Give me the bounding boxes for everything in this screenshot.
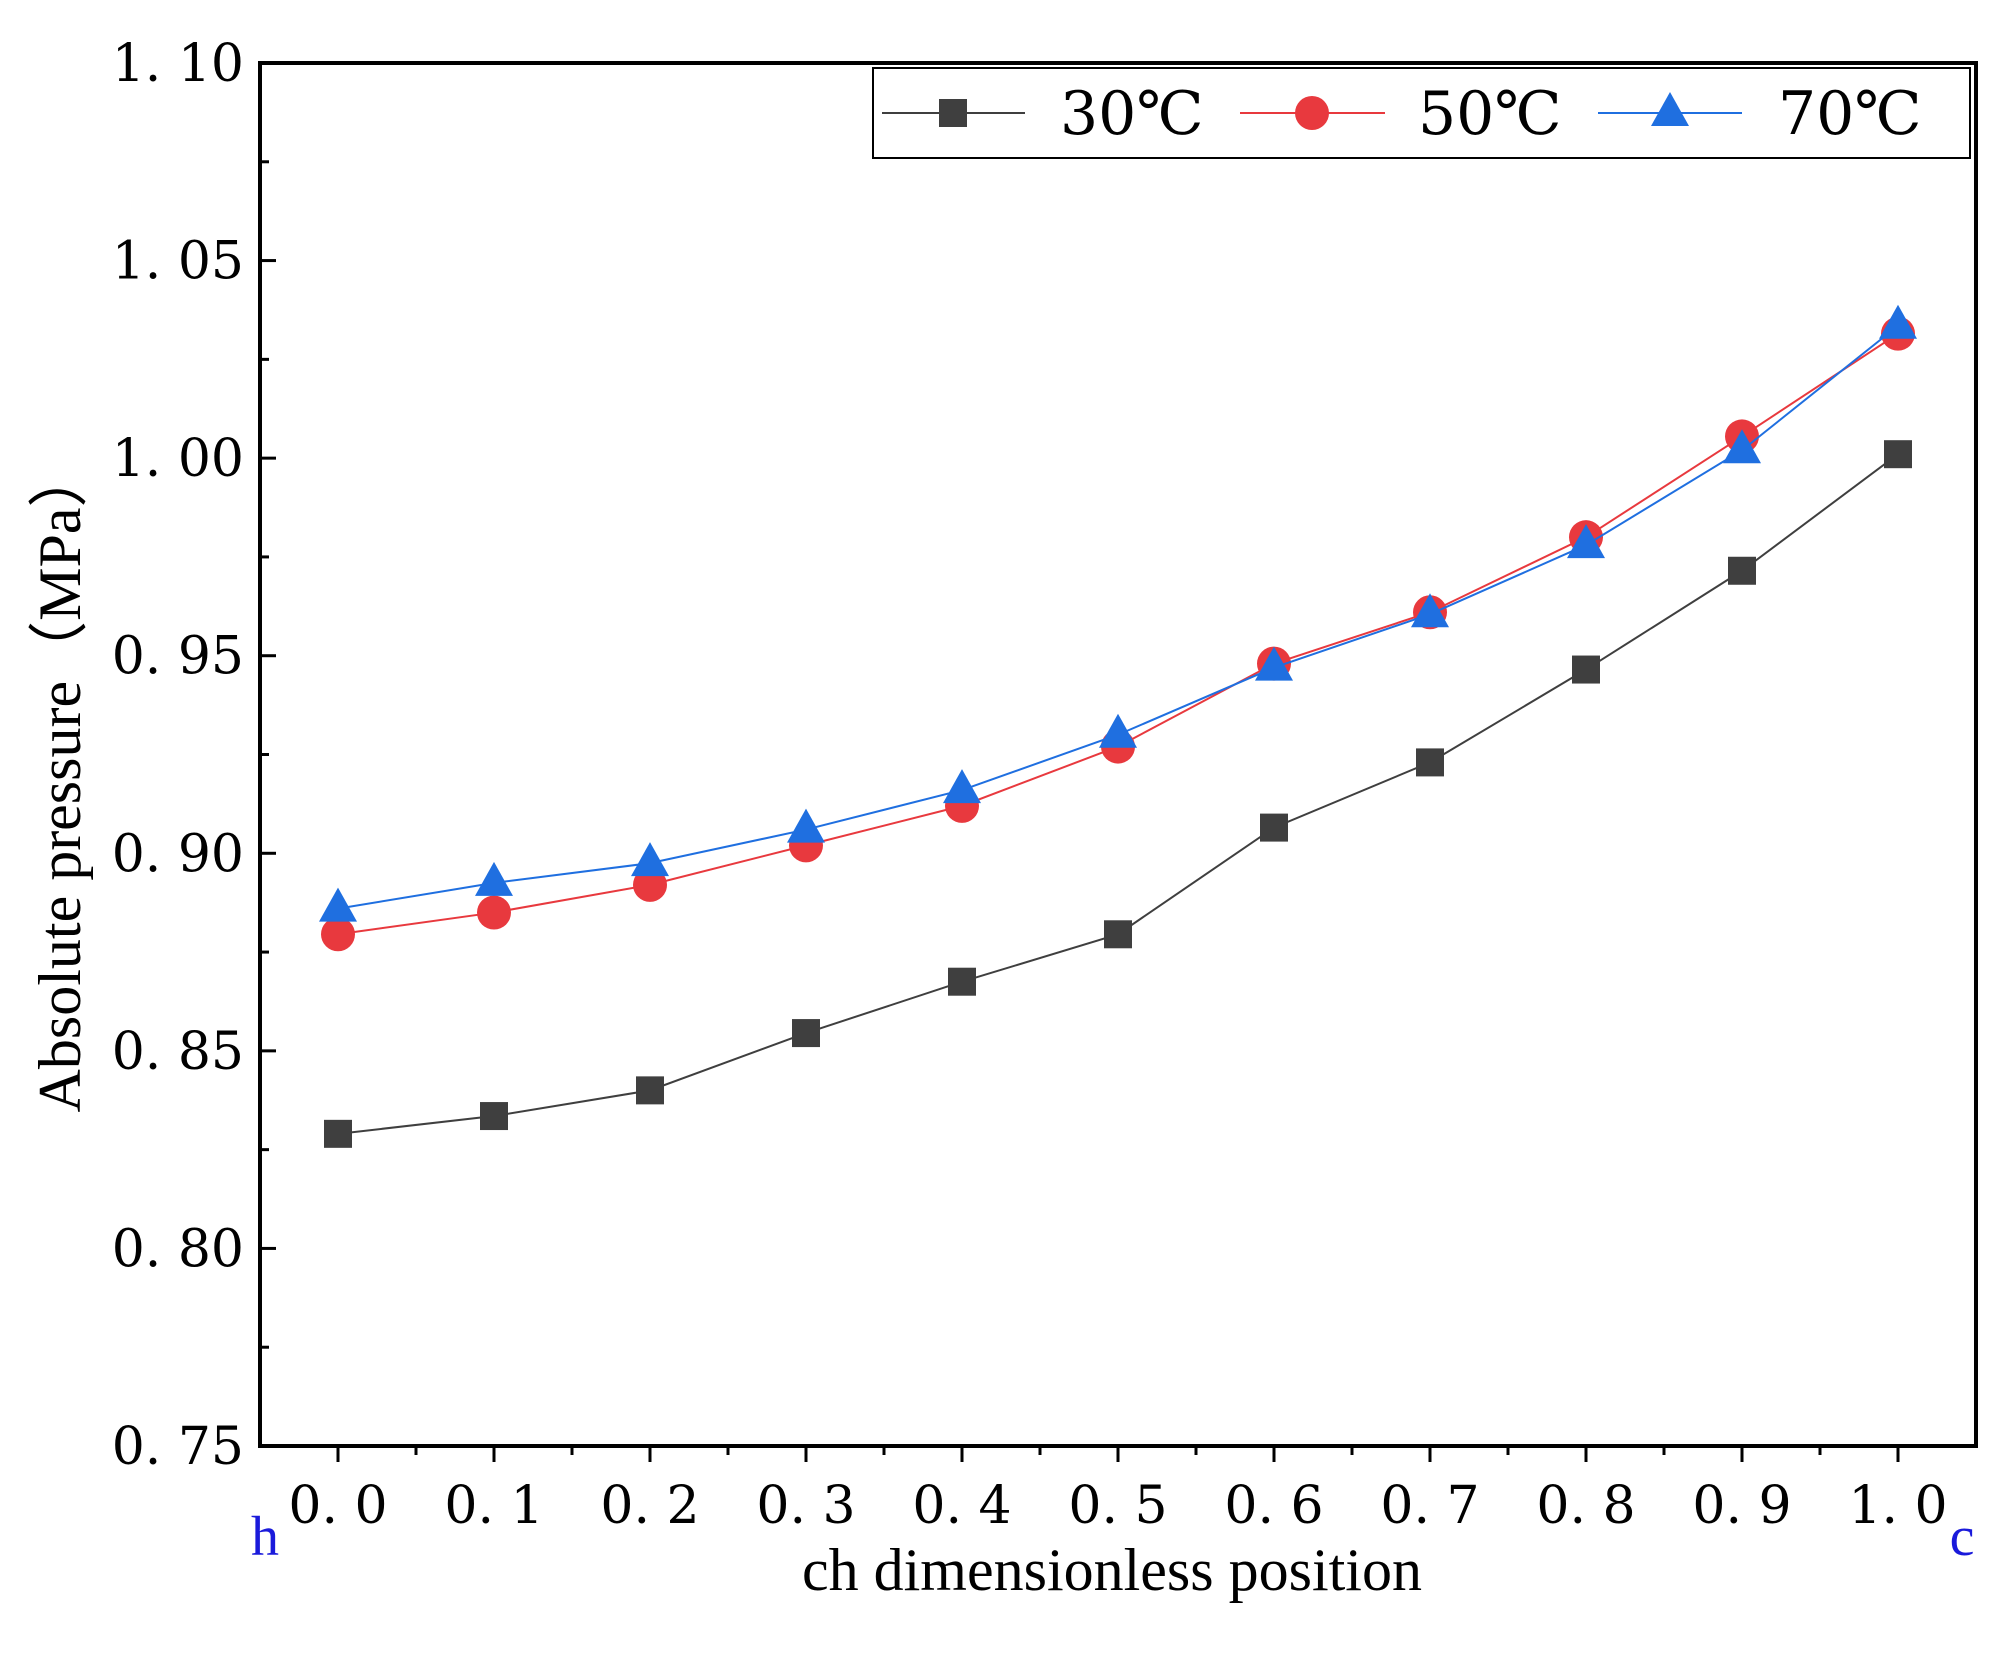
legend-label-50c: 50℃ bbox=[1418, 79, 1561, 149]
data-point-triangle bbox=[631, 842, 669, 877]
x-tick-label: 0. 5 bbox=[1068, 1476, 1167, 1536]
y-tick-label: 1. 05 bbox=[112, 232, 244, 292]
x-tick-label: 0. 6 bbox=[1224, 1476, 1323, 1536]
y-tick-label: 1. 10 bbox=[112, 34, 244, 94]
x-tick-label: 0. 9 bbox=[1692, 1476, 1791, 1536]
data-point-square bbox=[480, 1102, 508, 1131]
data-point-triangle bbox=[319, 887, 357, 922]
series-30℃ bbox=[324, 440, 1912, 1148]
data-point-square bbox=[1260, 813, 1288, 842]
legend-label-70c: 70℃ bbox=[1778, 79, 1921, 149]
data-point-triangle bbox=[943, 769, 981, 804]
x-tick-label: 0. 8 bbox=[1536, 1476, 1635, 1536]
x-axis-ticks: 0. 0 0. 1 0. 2 0. 3 0. 4 0. 5 0. 6 0. 7 0. 8 0. 9… bbox=[288, 1446, 1948, 1536]
x-tick-label: 0. 3 bbox=[756, 1476, 855, 1536]
x-axis-end-label: c bbox=[1950, 1506, 1975, 1568]
legend-label-30c: 30℃ bbox=[1060, 79, 1203, 149]
legend-marker-50c bbox=[1295, 96, 1329, 130]
y-tick-label: 0. 85 bbox=[112, 1022, 244, 1082]
y-tick-label: 0. 90 bbox=[112, 824, 244, 884]
x-tick-label: 0. 2 bbox=[600, 1476, 699, 1536]
x-axis-start-label: h bbox=[251, 1506, 279, 1568]
y-tick-label: 1. 00 bbox=[112, 429, 244, 489]
data-point-triangle bbox=[1255, 646, 1293, 681]
x-tick-label: 0. 7 bbox=[1380, 1476, 1479, 1536]
data-point-square bbox=[1416, 748, 1444, 777]
data-point-circle bbox=[477, 895, 511, 930]
y-axis-title: Absolute pressure（MPa） bbox=[27, 448, 93, 1113]
data-point-triangle bbox=[1723, 429, 1761, 464]
series-70℃ bbox=[319, 304, 1917, 922]
data-point-triangle bbox=[1411, 593, 1449, 628]
y-tick-label: 0. 80 bbox=[112, 1219, 244, 1279]
series-layer bbox=[319, 304, 1917, 1148]
data-point-triangle bbox=[787, 808, 825, 843]
y-tick-label: 0. 95 bbox=[112, 627, 244, 687]
x-tick-label: 1. 0 bbox=[1848, 1476, 1947, 1536]
x-axis-title: ch dimensionless position bbox=[802, 1537, 1422, 1603]
data-point-square bbox=[1104, 920, 1132, 949]
legend-marker-70c bbox=[1651, 92, 1689, 126]
x-tick-label: 0. 0 bbox=[288, 1476, 387, 1536]
data-point-square bbox=[1572, 655, 1600, 684]
data-point-circle bbox=[321, 917, 355, 952]
legend-marker-30c bbox=[939, 99, 967, 127]
data-point-triangle bbox=[1879, 304, 1917, 339]
data-point-square bbox=[1728, 556, 1756, 585]
legend: 30℃ 50℃ 70℃ bbox=[872, 67, 1971, 159]
data-point-triangle bbox=[1099, 713, 1137, 748]
legend-frame bbox=[872, 67, 1971, 159]
y-tick-label: 0. 75 bbox=[112, 1417, 244, 1477]
data-point-square bbox=[792, 1019, 820, 1048]
x-tick-label: 0. 4 bbox=[912, 1476, 1011, 1536]
data-point-square bbox=[948, 967, 976, 996]
x-tick-label: 0. 1 bbox=[444, 1476, 543, 1536]
data-point-square bbox=[1884, 440, 1912, 469]
data-point-square bbox=[324, 1119, 352, 1148]
data-point-square bbox=[636, 1076, 664, 1105]
data-point-triangle bbox=[1567, 524, 1605, 559]
y-axis-ticks: 0. 75 0. 80 0. 85 0. 90 0. 95 1. 00 1. 05 1. 10 bbox=[112, 34, 276, 1477]
data-point-circle bbox=[633, 867, 667, 902]
data-point-triangle bbox=[475, 861, 513, 896]
